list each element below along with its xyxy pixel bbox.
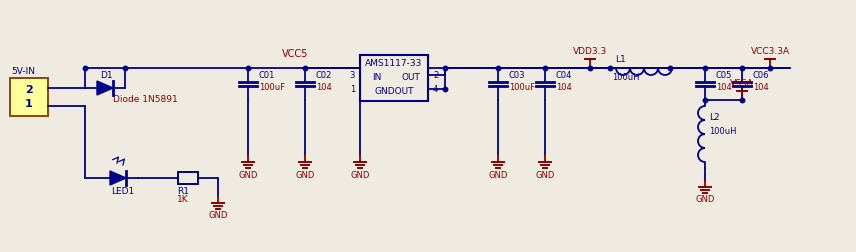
Text: GND: GND bbox=[535, 171, 555, 179]
Text: D1: D1 bbox=[99, 72, 112, 80]
Text: 5V-IN: 5V-IN bbox=[11, 67, 35, 76]
Text: IN: IN bbox=[372, 73, 382, 81]
Text: VCC5: VCC5 bbox=[282, 49, 308, 59]
Text: 100uH: 100uH bbox=[612, 74, 639, 82]
Polygon shape bbox=[97, 81, 113, 95]
Text: Diode 1N5891: Diode 1N5891 bbox=[113, 96, 178, 105]
Text: C03: C03 bbox=[509, 72, 526, 80]
Text: 104: 104 bbox=[753, 83, 769, 92]
Text: C05: C05 bbox=[716, 72, 733, 80]
Text: LED1: LED1 bbox=[111, 186, 134, 196]
Text: 100uH: 100uH bbox=[709, 128, 736, 137]
Text: 104: 104 bbox=[556, 83, 572, 92]
Text: 4: 4 bbox=[433, 84, 438, 93]
Text: 1: 1 bbox=[25, 99, 33, 109]
Text: GND: GND bbox=[295, 171, 315, 179]
Text: 100uF: 100uF bbox=[509, 83, 535, 92]
Text: C01: C01 bbox=[259, 72, 276, 80]
FancyBboxPatch shape bbox=[10, 78, 48, 116]
Text: C06: C06 bbox=[753, 72, 770, 80]
Text: 100uF: 100uF bbox=[259, 83, 285, 92]
Text: 3: 3 bbox=[349, 71, 355, 79]
Text: C04: C04 bbox=[556, 72, 573, 80]
Text: R1: R1 bbox=[177, 187, 189, 197]
Text: 104: 104 bbox=[316, 83, 332, 92]
Text: 2: 2 bbox=[25, 85, 33, 95]
FancyBboxPatch shape bbox=[360, 55, 428, 101]
Text: L2: L2 bbox=[709, 113, 720, 122]
Text: 2: 2 bbox=[433, 71, 438, 79]
Text: 1K: 1K bbox=[177, 196, 189, 205]
Text: VCC3.3A: VCC3.3A bbox=[751, 47, 789, 56]
Polygon shape bbox=[110, 171, 126, 185]
Text: 104: 104 bbox=[716, 83, 732, 92]
Text: GND: GND bbox=[238, 171, 258, 179]
Text: GND: GND bbox=[208, 211, 228, 220]
Text: GND: GND bbox=[695, 196, 715, 205]
Text: VSSA: VSSA bbox=[730, 79, 754, 88]
Text: OUT: OUT bbox=[401, 73, 420, 81]
Text: GNDOUT: GNDOUT bbox=[374, 86, 413, 96]
Text: VDD3.3: VDD3.3 bbox=[573, 47, 607, 56]
Text: GND: GND bbox=[488, 171, 508, 179]
Bar bbox=[178, 172, 198, 184]
Text: 1: 1 bbox=[350, 84, 355, 93]
Text: C02: C02 bbox=[316, 72, 332, 80]
Text: GND: GND bbox=[350, 171, 370, 179]
Text: L1: L1 bbox=[615, 54, 626, 64]
Text: AMS1117-33: AMS1117-33 bbox=[366, 59, 423, 69]
